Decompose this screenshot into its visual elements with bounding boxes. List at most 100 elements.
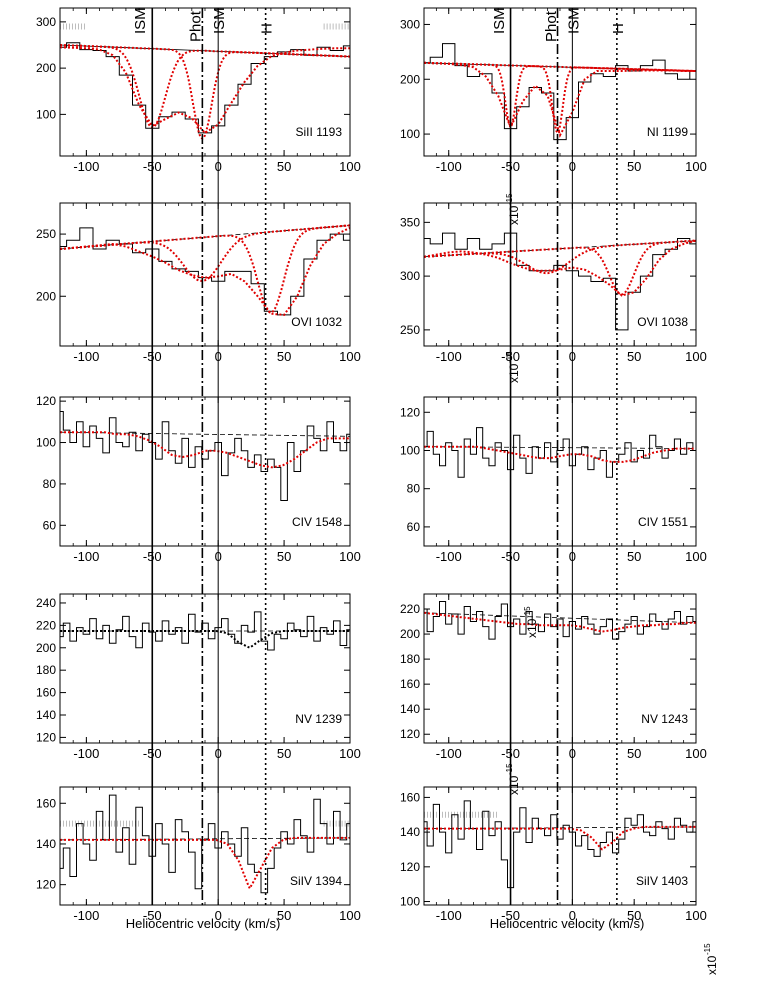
y-tick-label: 250 <box>400 323 420 337</box>
svg-text:-15: -15 <box>703 943 712 955</box>
y-tick-label: 100 <box>36 107 56 121</box>
panel-civ-1551: -100-500501006080100120CIV 1551 <box>400 396 707 564</box>
panel-siiv-1403: -100 -50 0 50 100 100 120 140 160 SiIV 1403 <box>400 786 707 923</box>
scale-note-3: x10 -15 <box>523 606 539 638</box>
marker-label: Phot <box>543 10 560 42</box>
scale-note-4: x10 -15 <box>505 763 521 795</box>
velocity-markers-layer: ISM Phot ISM H ISM Phot ISM H <box>132 7 627 905</box>
y-tick-label: 200 <box>400 627 420 641</box>
line-label: OVI 1038 <box>637 315 688 329</box>
y-tick-label: 120 <box>400 727 420 741</box>
y-tick-label: 250 <box>36 227 56 241</box>
component-fit <box>424 61 696 135</box>
data-histogram <box>60 42 350 134</box>
x-tick-label: 50 <box>277 549 291 564</box>
x-tick-label: -100 <box>436 746 462 761</box>
y-tick-label: 160 <box>36 796 56 810</box>
total-fit <box>60 836 350 891</box>
x-tick-label: -100 <box>73 349 99 364</box>
y-tick-label: 100 <box>400 127 420 141</box>
y-tick-label: 200 <box>36 61 56 75</box>
panel-ovi-1032: -100-50050100200250OVI 1032 <box>36 202 361 364</box>
y-tick-label: 120 <box>400 405 420 419</box>
plot-area <box>424 232 696 331</box>
y-tick-label: 240 <box>36 596 56 610</box>
x-tick-label: 100 <box>685 549 707 564</box>
x-tick-label: 100 <box>685 908 707 923</box>
data-histogram <box>60 611 350 651</box>
y-tick-label: 100 <box>400 895 420 909</box>
y-tick-label: 160 <box>400 790 420 804</box>
total-fit <box>60 431 350 469</box>
component-fit <box>60 44 350 129</box>
line-label: NI 1199 <box>647 125 688 139</box>
x-tick-label: -100 <box>436 349 462 364</box>
total-fit <box>424 825 696 851</box>
marker-label: H <box>610 23 627 34</box>
y-tick-label: 80 <box>407 482 421 496</box>
total-fit <box>60 46 350 135</box>
component-fit <box>424 239 696 296</box>
continuum-line <box>60 431 350 437</box>
y-tick-label: 220 <box>400 602 420 616</box>
total-fit <box>424 611 696 633</box>
y-tick-label: 200 <box>36 289 56 303</box>
component-fit <box>424 61 696 128</box>
x-tick-label: 0 <box>569 908 576 923</box>
labels-layer: Heliocentric velocity (km/s) Heliocentri… <box>126 193 719 975</box>
scale-note-5: x10 -15 <box>703 943 719 975</box>
x-tick-label: 100 <box>339 159 361 174</box>
x-tick-label: 50 <box>627 908 641 923</box>
svg-text:x10: x10 <box>705 955 719 975</box>
x-tick-label: 50 <box>627 746 641 761</box>
data-histogram <box>424 43 696 141</box>
y-tick-label: 140 <box>400 702 420 716</box>
line-label: CIV 1551 <box>638 515 688 529</box>
x-tick-label: 100 <box>339 349 361 364</box>
y-tick-label: 300 <box>400 269 420 283</box>
x-tick-label: -100 <box>73 549 99 564</box>
svg-text:-15: -15 <box>505 193 514 205</box>
y-tick-label: 140 <box>400 825 420 839</box>
line-label: SiII 1193 <box>296 125 343 139</box>
marker-label: H <box>259 23 276 34</box>
plot-area <box>60 611 350 651</box>
marker-label: ISM <box>491 7 508 34</box>
y-tick-label: 60 <box>407 520 421 534</box>
x-tick-label: 50 <box>277 159 291 174</box>
svg-text:-15: -15 <box>523 606 532 618</box>
x-tick-label: 100 <box>685 746 707 761</box>
line-label: SiIV 1403 <box>636 874 688 888</box>
plot-area <box>60 224 350 316</box>
y-tick-label: 200 <box>36 641 56 655</box>
y-tick-label: 80 <box>43 477 57 491</box>
scale-note-2: x10 -15 <box>505 351 521 383</box>
line-label: SiIV 1394 <box>290 874 342 888</box>
x-tick-label: -50 <box>143 908 162 923</box>
svg-text:-15: -15 <box>505 763 514 775</box>
x-tick-label: -100 <box>73 908 99 923</box>
x-axis-label-right: Heliocentric velocity (km/s) <box>490 916 645 931</box>
data-histogram <box>424 601 696 640</box>
x-tick-label: 100 <box>685 349 707 364</box>
component-fit <box>60 44 350 140</box>
plot-area <box>424 800 696 889</box>
plot-area <box>424 427 696 478</box>
x-tick-label: 50 <box>627 159 641 174</box>
data-histogram <box>60 227 350 316</box>
y-tick-label: 180 <box>36 663 56 677</box>
svg-text:x10: x10 <box>525 618 539 638</box>
marker-label: Phot <box>187 10 204 42</box>
data-histogram <box>60 411 350 501</box>
x-tick-label: -100 <box>73 746 99 761</box>
plot-area <box>424 601 696 640</box>
plot-area <box>60 794 350 894</box>
y-tick-label: 120 <box>36 878 56 892</box>
total-fit <box>424 445 696 463</box>
x-tick-label: -100 <box>436 549 462 564</box>
x-tick-label: 50 <box>277 908 291 923</box>
x-tick-label: 0 <box>215 908 222 923</box>
svg-text:x10: x10 <box>507 775 521 795</box>
y-tick-label: 300 <box>36 15 56 29</box>
